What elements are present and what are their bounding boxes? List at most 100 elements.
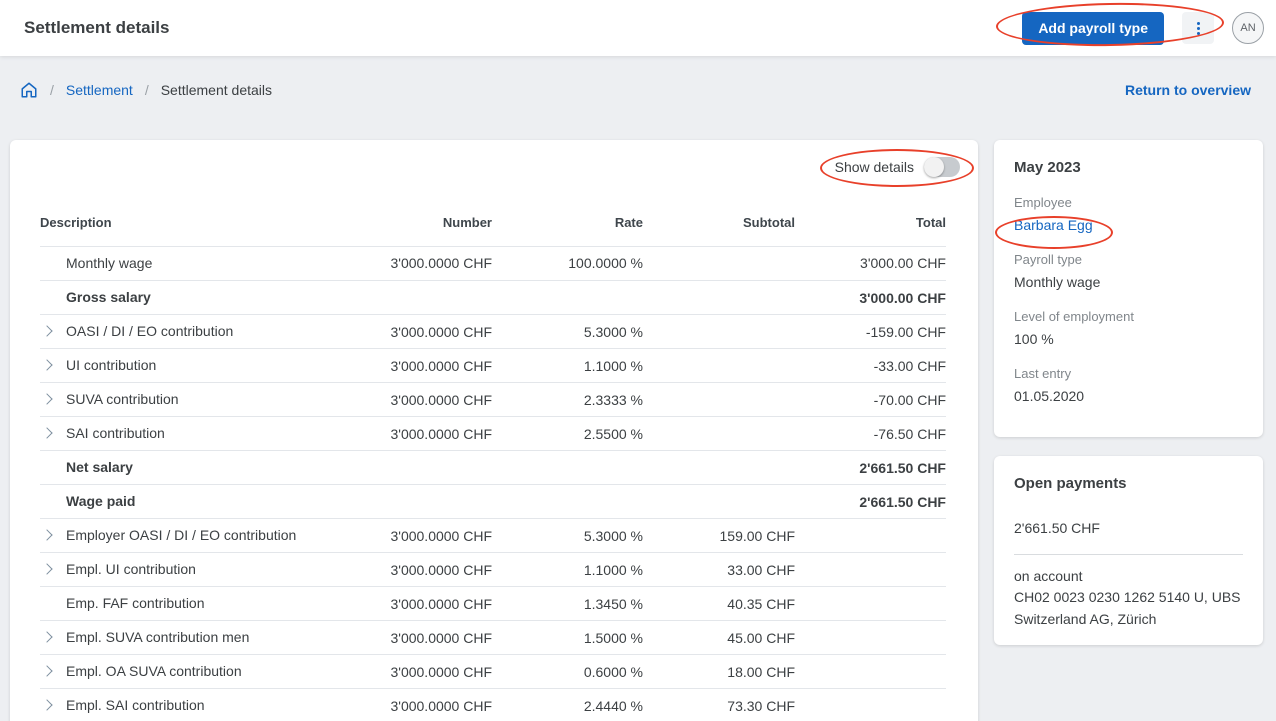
row-subtotal <box>643 348 795 383</box>
row-number: 3'000.0000 CHF <box>342 348 492 383</box>
row-total <box>795 586 946 621</box>
table-row[interactable]: SUVA contribution 3'000.0000 CHF 2.3333 % -… <box>40 382 946 417</box>
row-total: 2'661.50 CHF <box>795 484 946 519</box>
chevron-right-icon[interactable] <box>40 425 56 441</box>
row-rate <box>492 280 643 315</box>
row-rate: 1.1000 % <box>492 552 643 587</box>
add-payroll-type-button[interactable]: Add payroll type <box>1022 11 1164 45</box>
row-number: 3'000.0000 CHF <box>342 416 492 451</box>
row-rate: 1.1000 % <box>492 348 643 383</box>
row-description: SAI contribution <box>66 425 165 441</box>
settlement-table: Description Number Rate Subtotal Total Month… <box>40 200 946 721</box>
row-rate: 5.3000 % <box>492 518 643 553</box>
row-description: Empl. SAI contribution <box>66 697 205 713</box>
row-total: 3'000.00 CHF <box>795 246 946 281</box>
employee-link[interactable]: Barbara Egg <box>1014 217 1093 233</box>
row-rate: 1.3450 % <box>492 586 643 621</box>
row-rate: 100.0000 % <box>492 246 643 281</box>
table-row[interactable]: UI contribution 3'000.0000 CHF 1.1000 % -33… <box>40 348 946 383</box>
breadcrumb-separator: / <box>50 82 54 98</box>
chevron-right-icon[interactable] <box>40 629 56 645</box>
field-label: Payroll type <box>1014 252 1082 267</box>
field-value: 100 % <box>1014 331 1054 347</box>
table-row[interactable]: Empl. UI contribution 3'000.0000 CHF 1.100… <box>40 552 946 587</box>
row-description: Wage paid <box>66 493 136 509</box>
row-number <box>342 484 492 519</box>
table-row: Emp. FAF contribution 3'000.0000 CHF 1.345… <box>40 586 946 621</box>
period-card: May 2023 Employee Barbara Egg Payroll type… <box>994 140 1263 437</box>
row-number: 3'000.0000 CHF <box>342 552 492 587</box>
row-rate <box>492 484 643 519</box>
chevron-right-icon[interactable] <box>40 697 56 713</box>
row-subtotal <box>643 246 795 281</box>
row-subtotal <box>643 382 795 417</box>
row-total: -70.00 CHF <box>795 382 946 417</box>
header-actions: Add payroll type AN <box>1022 0 1264 56</box>
breadcrumb-item[interactable]: Settlement <box>65 82 133 98</box>
row-description: Employer OASI / DI / EO contribution <box>66 527 297 543</box>
column-header: Total <box>795 200 946 247</box>
show-details-label: Show details <box>834 159 914 175</box>
column-header: Number <box>342 200 492 247</box>
row-number: 3'000.0000 CHF <box>342 246 492 281</box>
row-number: 3'000.0000 CHF <box>342 654 492 689</box>
row-rate: 2.3333 % <box>492 382 643 417</box>
show-details-toggle[interactable] <box>924 157 960 177</box>
row-subtotal <box>643 484 795 519</box>
chevron-right-icon[interactable] <box>40 391 56 407</box>
avatar[interactable]: AN <box>1232 12 1264 44</box>
chevron-right-icon[interactable] <box>40 357 56 373</box>
chevron-right-icon[interactable] <box>40 663 56 679</box>
row-subtotal: 73.30 CHF <box>643 688 795 721</box>
row-rate: 0.6000 % <box>492 654 643 689</box>
home-icon[interactable] <box>20 81 38 99</box>
field-value: 01.05.2020 <box>1014 388 1085 404</box>
row-description: UI contribution <box>66 357 157 373</box>
chevron-right-icon[interactable] <box>40 323 56 339</box>
table-row[interactable]: Empl. SUVA contribution men 3'000.0000 CH… <box>40 620 946 655</box>
open-payments-card: Open payments 2'661.50 CHF on account CH… <box>994 456 1263 645</box>
row-number <box>342 450 492 485</box>
row-number: 3'000.0000 CHF <box>342 586 492 621</box>
field-label: Employee <box>1014 195 1072 210</box>
row-number: 3'000.0000 CHF <box>342 688 492 721</box>
row-subtotal: 33.00 CHF <box>643 552 795 587</box>
table-row[interactable]: SAI contribution 3'000.0000 CHF 2.5500 % -7… <box>40 416 946 451</box>
row-description: Net salary <box>66 459 133 475</box>
divider <box>1014 554 1243 555</box>
row-description: Empl. OA SUVA contribution <box>66 663 242 679</box>
page-title: Settlement details <box>24 18 170 37</box>
account-value: CH02 0023 0230 1262 5140 U, UBS Switzerl… <box>1014 589 1241 627</box>
return-to-overview-link[interactable]: Return to overview <box>1124 82 1251 98</box>
period-fields: Employee Barbara Egg Payroll type Monthly w… <box>1014 195 1243 404</box>
kebab-menu-icon[interactable] <box>1182 12 1214 44</box>
breadcrumb-separator: / <box>144 82 149 98</box>
row-description: Monthly wage <box>66 255 153 271</box>
table-row[interactable]: OASI / DI / EO contribution 3'000.0000 CH… <box>40 314 946 349</box>
row-rate: 1.5000 % <box>492 620 643 655</box>
row-subtotal <box>643 280 795 315</box>
row-subtotal <box>643 416 795 451</box>
table-row: Net salary 2'661.50 CHF <box>40 450 946 485</box>
table-row[interactable]: Employer OASI / DI / EO contribution 3'00… <box>40 518 946 553</box>
table-row[interactable]: Empl. SAI contribution 3'000.0000 CHF 2.44… <box>40 688 946 721</box>
settlement-card: Show details Description Number Rate Subtot… <box>10 140 978 721</box>
row-subtotal: 40.35 CHF <box>643 586 795 621</box>
row-description: Gross salary <box>66 289 151 305</box>
row-subtotal: 159.00 CHF <box>643 518 795 553</box>
field-label: Last entry <box>1014 366 1072 381</box>
table-header-row: Description Number Rate Subtotal Total <box>40 200 946 247</box>
field-label: Level of employment <box>1014 309 1134 324</box>
chevron-right-icon[interactable] <box>40 561 56 577</box>
row-total <box>795 620 946 655</box>
open-payments-amount: 2'661.50 CHF <box>1014 520 1100 536</box>
app-header: Settlement details Add payroll type AN <box>0 0 1276 56</box>
chevron-right-icon[interactable] <box>40 527 56 543</box>
table-row: Wage paid 2'661.50 CHF <box>40 484 946 519</box>
table-row[interactable]: Empl. OA SUVA contribution 3'000.0000 CHF… <box>40 654 946 689</box>
column-header: Description <box>40 200 342 247</box>
row-total: 3'000.00 CHF <box>795 280 946 315</box>
row-number: 3'000.0000 CHF <box>342 518 492 553</box>
row-total: -159.00 CHF <box>795 314 946 349</box>
toggle-thumb-icon <box>924 157 944 177</box>
